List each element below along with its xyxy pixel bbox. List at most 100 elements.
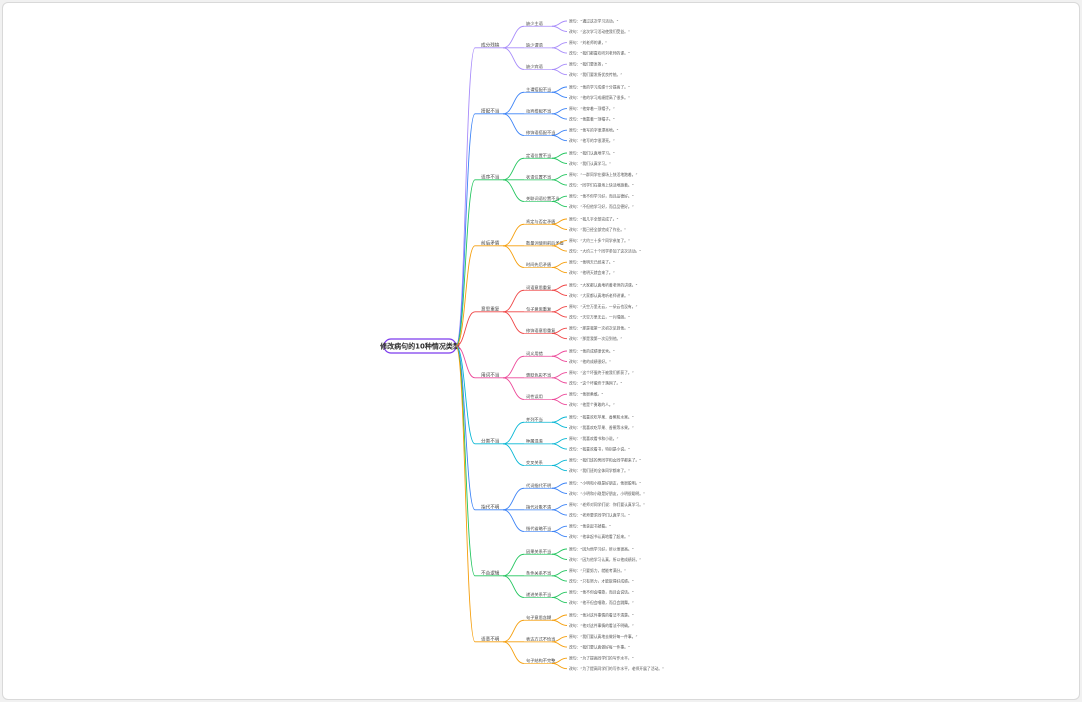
subtopic-connector [502,509,525,532]
subtopic-label[interactable]: 修饰语搭配不当 [526,129,555,136]
subtopic-connector [502,619,525,643]
subtopic-connector [502,289,525,313]
subtopic-label[interactable]: 关联词语位置不当 [526,195,560,202]
example-original-sentence: 原句：“只要努力，就能考满分。” [569,568,626,573]
example-corrected-sentence: 改句：“因为他学习认真，所以他成绩好。” [569,557,641,562]
subtopic-label[interactable]: 指代省略不当 [526,525,551,532]
branch-5[interactable]: 意思重复 词语意思重复 原句：“大家都认真地听着老师的讲课。” 改句：“大家都认真地听… [455,282,638,347]
branch-10[interactable]: 语意不明 句子意思含糊 原句：“他对这件事情的看法不清楚。” 改句：“他对这件事情的看… [455,345,664,671]
subtopic-label[interactable]: 代词指代不明 [526,482,551,489]
example-original-sentence: 原句：“小明和小刚是好朋友，他很聪明。” [569,480,641,485]
example-connector [551,570,568,577]
subtopic-label[interactable]: 缺少主语 [526,20,543,27]
subtopic-connector [502,223,525,247]
subtopic-label[interactable]: 表达方式不恰当 [526,636,555,643]
example-connector [551,399,568,406]
subtopic-label[interactable]: 肯定与否定矛盾 [526,218,556,225]
example-connector [551,47,568,54]
branch-label: 指代不明 [481,503,500,510]
branch-8[interactable]: 指代不明 代词指代不明 原句：“小明和小刚是好朋友，他很聪明。” 改句：“小明和小刚是… [455,345,645,539]
example-connector [551,86,568,93]
example-connector [551,393,568,400]
subtopic-label[interactable]: 并列不当 [526,416,543,423]
subtopic-label[interactable]: 定语位置不当 [526,152,551,159]
subtopic-label[interactable]: 词性误用 [526,393,543,400]
branch-connector [455,345,476,445]
subtopic-label[interactable]: 条件关系不当 [526,570,551,577]
branch-3[interactable]: 语序不当 定语位置不当 原句：“我们认真地学习。” 改句：“我们认真学习。” 状语位置不… [455,150,638,347]
subtopic-label[interactable]: 修饰语意思重复 [526,327,556,334]
example-corrected-sentence: 改句：“我已经全部完成了作业。” [569,227,626,232]
example-connector [551,459,568,466]
example-original-sentence: 原句：“他拿起书就看。” [569,524,611,529]
subtopic-label[interactable]: 时间先后矛盾 [526,261,552,268]
example-corrected-sentence: 改句：“老师要求同学们认真学习。” [569,512,630,517]
example-connector [551,487,568,494]
example-connector [551,261,568,268]
subtopic-label[interactable]: 句子结构不完整 [526,657,556,664]
example-corrected-sentence: 改句：“我们都喜欢听刘老师的课。” [569,50,630,55]
example-corrected-sentence: 改句：“这个坏蛋终于落网了。” [569,380,622,385]
subtopic-label[interactable]: 数量词使用前后矛盾 [526,240,565,247]
subtopic-label[interactable]: 种属混淆 [526,438,543,445]
branch-label: 分类不当 [481,437,500,444]
mind-map[interactable]: 修改病句的10种情况类型 成分残缺 缺少主语 原句：“通过这次学习活动，” 改句：“这次… [3,3,1079,699]
subtopic-connector [502,113,525,136]
branch-9[interactable]: 不合逻辑 因果关系不当 原句：“因为他学习好，所以他很高。” 改句：“因为他学习认真，… [455,345,641,605]
branch-label: 成分残缺 [481,41,500,48]
root-node[interactable]: 修改病句的10种情况类型 [379,338,460,354]
subtopic-label[interactable]: 句子意思含糊 [526,614,551,621]
branch-connector [455,345,476,577]
example-original-sentence: 原句：“那是我第一次初次见到他。” [569,326,630,331]
subtopic-label[interactable]: 缺少宾语 [526,63,543,70]
example-corrected-sentence: 改句：“小明和小刚是好朋友，小明很聪明。” [569,491,645,496]
subtopic-label[interactable]: 指代对象不清 [526,504,551,511]
subtopic-label[interactable]: 褒贬色彩不当 [526,372,551,379]
example-original-sentence: 原句：“他不但会唱歌，而且会说话。” [569,590,634,595]
example-connector [551,377,568,384]
example-corrected-sentence: 改句：“他的成绩很好。” [569,359,611,364]
subtopic-label[interactable]: 递进关系不当 [526,591,551,598]
example-connector [551,306,568,313]
subtopic-label[interactable]: 词语意思重复 [526,284,552,291]
branch-4[interactable]: 前后矛盾 肯定与否定矛盾 原句：“我几乎全部完成了。” 改句：“我已经全部完成了作业。… [455,216,641,347]
example-connector [551,69,568,76]
subtopic-label[interactable]: 主谓搭配不当 [526,86,551,93]
example-original-sentence: 原句：“他的成绩很优秀。” [569,348,615,353]
branch-6[interactable]: 用词不当词义用错原句：“他的成绩很优秀。”改句：“他的成绩很好。”褒贬色彩不当原… [455,345,634,407]
example-corrected-sentence: 改句：“大约三十个同学参加了这次活动。” [569,248,641,253]
subtopic-label[interactable]: 因果关系不当 [526,548,551,555]
branch-connector [455,345,476,643]
example-original-sentence: 原句：“我们班的男同学和女同学都来了。” [569,458,641,463]
branch-7[interactable]: 分类不当 并列不当 原句：“我喜欢吃苹果、香蕉和水果。” 改句：“我喜欢吃苹果、香蕉等… [455,345,641,473]
subtopic-label[interactable]: 句子意思重复 [526,306,552,313]
root-node-label: 修改病句的10种情况类型 [379,341,460,350]
example-connector [551,619,568,626]
branch-1[interactable]: 成分残缺 缺少主语 原句：“通过这次学习活动，” 改句：“这次学习活动使我们受益。” 缺… [455,18,630,347]
example-connector [551,333,568,340]
example-original-sentence: 原句：“我们要发扬，” [569,62,607,67]
example-connector [551,42,568,49]
subtopic-label[interactable]: 交叉关系 [526,459,543,466]
example-connector [551,201,568,208]
subtopic-label[interactable]: 词义用错 [526,350,543,357]
example-connector [551,553,568,560]
example-connector [551,25,568,32]
branch-2[interactable]: 搭配不当 主谓搭配不当 原句：“他的学习成绩十分提高了。” 改句：“他的学习成绩提高了… [455,84,630,347]
example-connector [551,416,568,423]
example-connector [551,289,568,296]
subtopic-connector [502,575,525,598]
subtopic-connector [502,47,525,70]
subtopic-label[interactable]: 缺少谓语 [526,42,543,49]
example-original-sentence: 原句：“我们要认真地去做好每一件事。” [569,634,638,639]
example-connector [551,421,568,428]
example-corrected-sentence: 改句：“我们认真学习。” [569,161,611,166]
example-connector [551,641,568,648]
example-connector [551,438,568,445]
example-connector [551,284,568,291]
example-connector [551,267,568,274]
subtopic-label[interactable]: 动宾搭配不当 [526,108,551,115]
example-corrected-sentence: 改句：“他对这件事情的看法不明确。” [569,623,634,628]
subtopic-label[interactable]: 状语位置不当 [526,174,551,181]
example-connector [551,443,568,450]
